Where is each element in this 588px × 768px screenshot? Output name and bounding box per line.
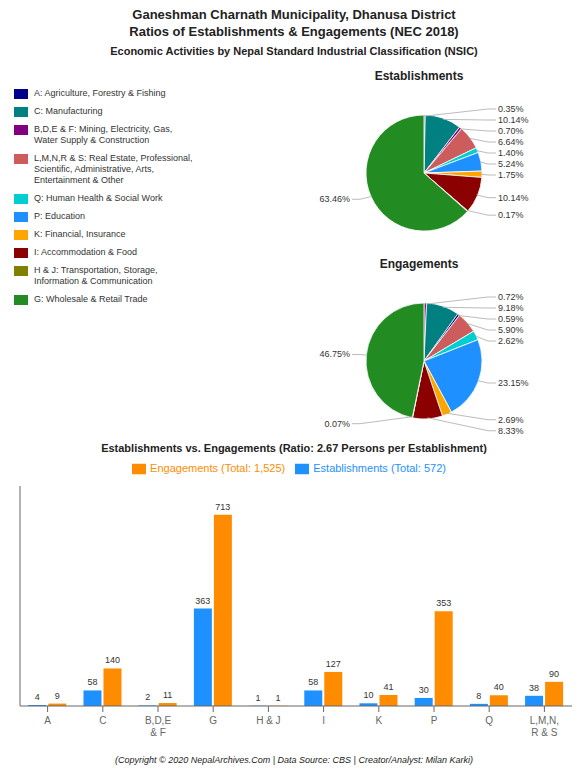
- svg-text:0.72%: 0.72%: [498, 292, 524, 302]
- svg-text:H & J: H & J: [256, 715, 280, 726]
- svg-text:6.64%: 6.64%: [498, 137, 524, 147]
- svg-text:9: 9: [55, 691, 60, 701]
- svg-text:23.15%: 23.15%: [498, 378, 529, 388]
- svg-text:140: 140: [105, 655, 120, 665]
- html-text:C: Manufacturing: C: Manufacturing: [34, 106, 103, 116]
- svg-text:8.33%: 8.33%: [498, 426, 524, 436]
- html-text:P: Education: P: Education: [34, 211, 85, 221]
- html-text:Establishments vs. Engagements: Establishments vs. Engagements (Ratio: 2…: [101, 442, 487, 454]
- svg-text:C: C: [99, 715, 106, 726]
- svg-text:0.70%: 0.70%: [498, 126, 524, 136]
- html-text:Establishments: Establishments: [374, 69, 464, 83]
- svg-text:58: 58: [308, 677, 318, 687]
- html-text:Economic Activities by Nepal S: Economic Activities by Nepal Standard In…: [110, 45, 478, 57]
- html-text:Establishments (Total: 572): Establishments (Total: 572): [313, 462, 446, 474]
- html-text:(Copyright © 2020 NepalArchive: (Copyright © 2020 NepalArchives.Com | Da…: [115, 755, 473, 765]
- svg-text:11: 11: [163, 690, 172, 700]
- svg-text:Q: Q: [485, 715, 493, 726]
- svg-text:P: P: [431, 715, 438, 726]
- svg-text:B,D,E& F: B,D,E& F: [145, 715, 171, 738]
- svg-text:38: 38: [529, 683, 539, 693]
- svg-text:30: 30: [419, 685, 429, 695]
- svg-text:A: A: [44, 715, 51, 726]
- svg-text:40: 40: [494, 682, 504, 692]
- html-text:B,D,E & F: Mining, Electricity: B,D,E & F: Mining, Electricity, Gas, Wat…: [34, 124, 173, 145]
- html-text:A: Agriculture, Forestry & Fis: A: Agriculture, Forestry & Fishing: [34, 88, 166, 98]
- svg-text:63.46%: 63.46%: [319, 194, 350, 204]
- svg-text:46.75%: 46.75%: [319, 349, 350, 359]
- svg-text:8: 8: [476, 691, 481, 701]
- svg-text:L,M,N,R & S: L,M,N,R & S: [530, 715, 559, 738]
- svg-text:713: 713: [215, 502, 230, 512]
- svg-text:353: 353: [436, 598, 451, 608]
- svg-text:5.90%: 5.90%: [498, 325, 524, 335]
- svg-text:4: 4: [35, 692, 40, 702]
- svg-text:0.59%: 0.59%: [498, 314, 524, 324]
- svg-text:1: 1: [276, 693, 281, 703]
- svg-text:2.69%: 2.69%: [498, 415, 524, 425]
- html-text:Ganeshman Charnath Municipalit: Ganeshman Charnath Municipality, Dhanusa…: [129, 7, 459, 39]
- svg-text:K: K: [375, 715, 382, 726]
- svg-text:1.40%: 1.40%: [498, 148, 524, 158]
- html-text:I: Accommodation & Food: I: Accommodation & Food: [34, 247, 138, 257]
- html-text:Q: Human Health & Social Work: Q: Human Health & Social Work: [34, 193, 163, 203]
- html-text:Engagements: Engagements: [379, 257, 459, 271]
- svg-text:0.17%: 0.17%: [498, 210, 524, 220]
- html-text:L,M,N,R & S: Real Estate, Prof: L,M,N,R & S: Real Estate, Professional, …: [34, 153, 193, 185]
- svg-text:1.75%: 1.75%: [498, 170, 524, 180]
- svg-text:58: 58: [87, 677, 97, 687]
- html-text:H & J: Transportation, Storage: H & J: Transportation, Storage, Informat…: [34, 265, 158, 286]
- svg-text:0.35%: 0.35%: [498, 104, 524, 114]
- svg-text:127: 127: [326, 659, 341, 669]
- html-text:K: Financial, Insurance: K: Financial, Insurance: [34, 229, 126, 239]
- html-text:Engagements (Total: 1,525): Engagements (Total: 1,525): [150, 462, 286, 474]
- svg-text:10: 10: [363, 690, 373, 700]
- svg-text:G: G: [209, 715, 217, 726]
- svg-text:2.62%: 2.62%: [498, 336, 524, 346]
- svg-text:10.14%: 10.14%: [498, 115, 529, 125]
- svg-text:90: 90: [549, 669, 559, 679]
- svg-text:363: 363: [195, 596, 210, 606]
- svg-text:1: 1: [256, 693, 261, 703]
- svg-text:I: I: [322, 715, 325, 726]
- svg-text:10.14%: 10.14%: [498, 193, 529, 203]
- svg-text:5.24%: 5.24%: [498, 159, 524, 169]
- svg-text:9.18%: 9.18%: [498, 303, 524, 313]
- html-text:G: Wholesale & Retail Trade: G: Wholesale & Retail Trade: [34, 294, 148, 304]
- svg-text:0.07%: 0.07%: [324, 419, 350, 429]
- svg-text:2: 2: [145, 692, 150, 702]
- svg-text:41: 41: [383, 682, 393, 692]
